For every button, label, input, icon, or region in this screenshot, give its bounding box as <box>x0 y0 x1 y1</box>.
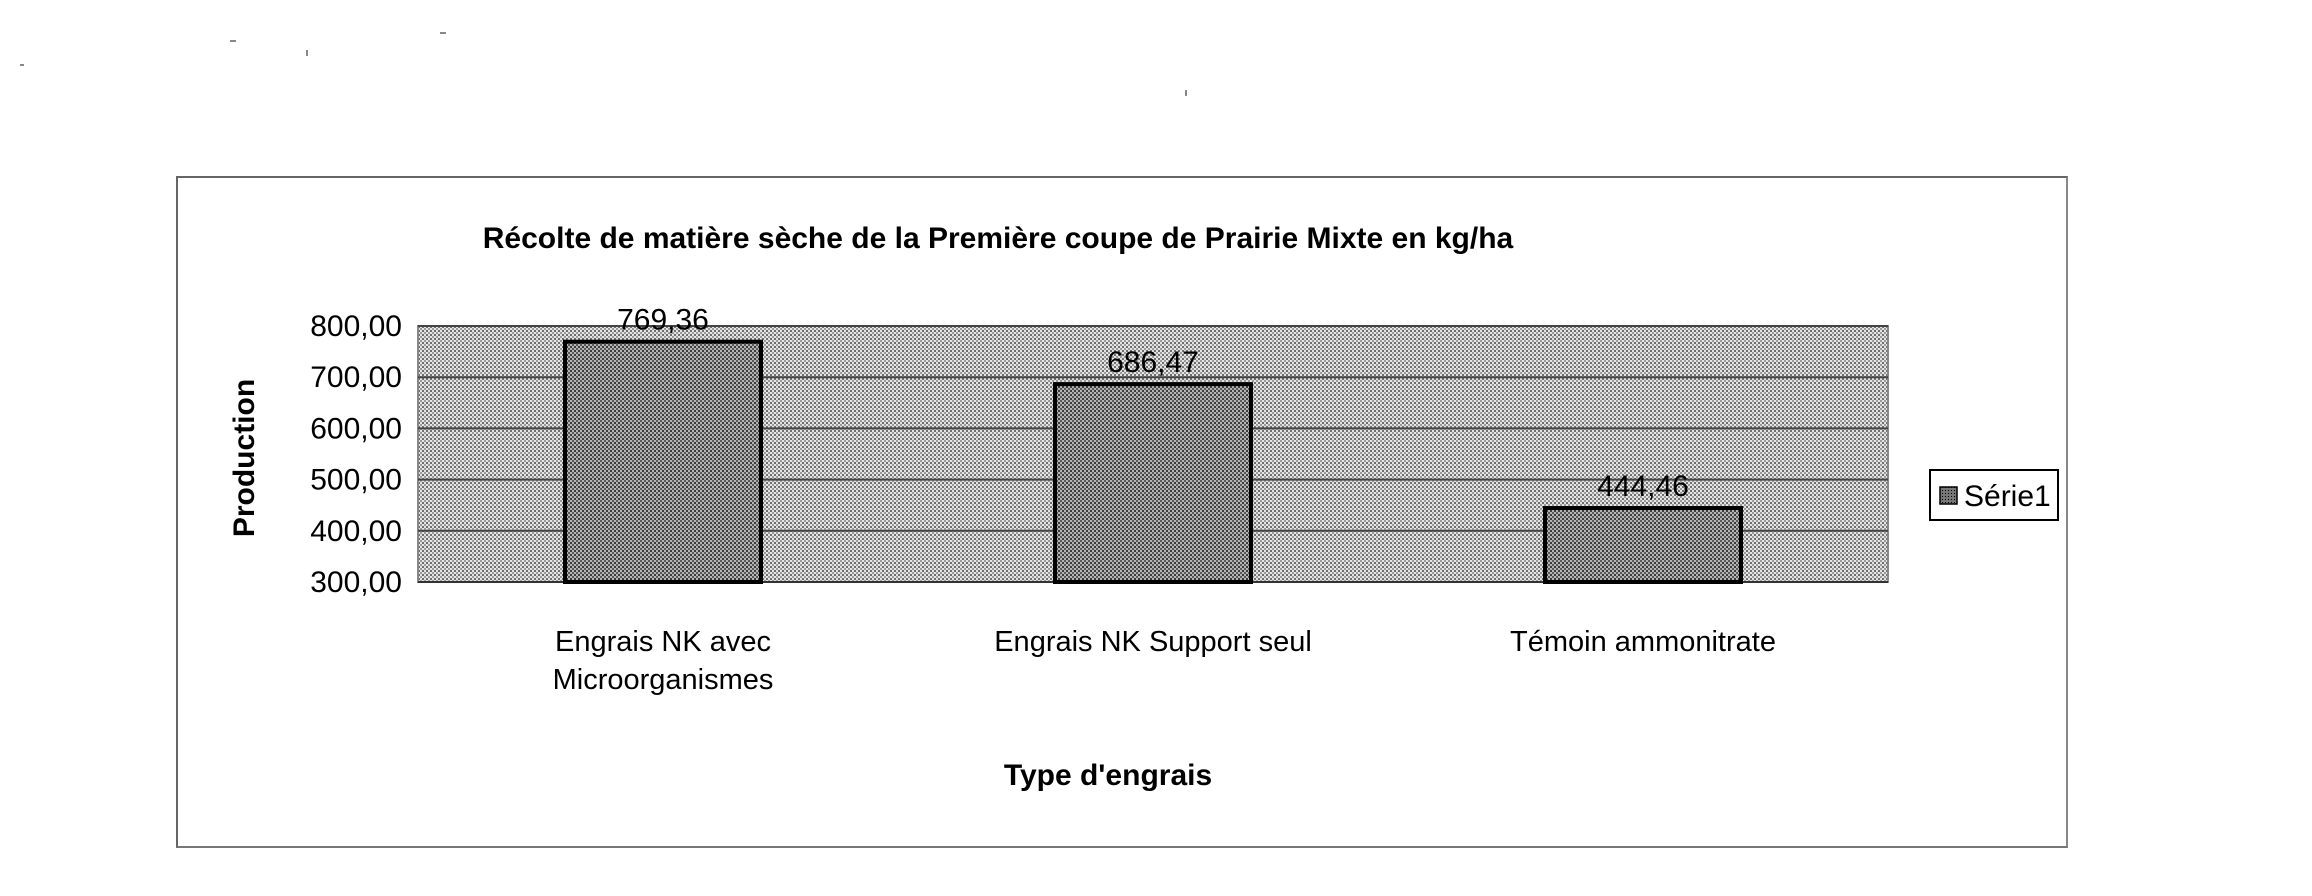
legend-label: Série1 <box>1964 480 2051 513</box>
speck <box>306 50 308 56</box>
legend: Série1 <box>1929 469 2059 521</box>
speck <box>440 32 446 34</box>
data-labels: 769,36 686,47 444,46 <box>617 304 1689 503</box>
y-tick-label: 800,00 <box>310 310 402 343</box>
legend-swatch <box>1939 486 1958 505</box>
data-label: 444,46 <box>1597 470 1689 503</box>
y-tick-label: 300,00 <box>310 566 402 599</box>
bar <box>563 339 763 584</box>
y-axis-title: Production <box>228 379 261 537</box>
category-label: Engrais NK avec <box>555 626 771 658</box>
bar <box>1543 506 1743 584</box>
y-tick-label: 700,00 <box>310 361 402 394</box>
category-label: Témoin ammonitrate <box>1510 626 1776 658</box>
x-axis-title: Type d'engrais <box>1004 759 1212 792</box>
data-label: 686,47 <box>1107 346 1199 379</box>
x-axis-category-labels: Engrais NK avec Microorganismes Engrais NK… <box>553 626 1776 696</box>
speck <box>1185 90 1187 96</box>
speck <box>20 64 24 66</box>
chart-frame: Récolte de matière sèche de la Première … <box>176 176 2068 848</box>
y-axis-ticks: 300,00 400,00 500,00 600,00 700,00 800,00 <box>310 310 402 599</box>
chart-title: Récolte de matière sèche de la Première … <box>483 222 1514 255</box>
category-label: Engrais NK Support seul <box>994 626 1312 658</box>
scan-specks <box>20 32 1187 96</box>
category-label: Microorganismes <box>553 664 774 696</box>
chart-svg: Récolte de matière sèche de la Première … <box>228 222 2059 792</box>
speck <box>230 40 236 42</box>
data-label: 769,36 <box>617 304 709 337</box>
y-tick-label: 500,00 <box>310 464 402 497</box>
bar <box>1053 382 1253 584</box>
y-tick-label: 400,00 <box>310 515 402 548</box>
bars <box>563 339 1743 584</box>
y-tick-label: 600,00 <box>310 412 402 445</box>
